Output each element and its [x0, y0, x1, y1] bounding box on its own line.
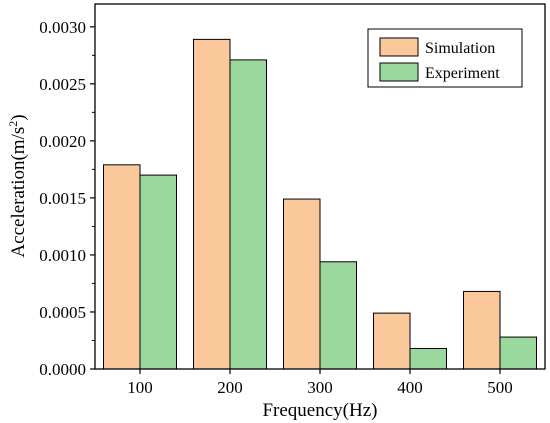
bar-experiment-200	[229, 59, 267, 370]
legend-label-experiment: Experiment	[425, 65, 500, 82]
legend-label-simulation: Simulation	[425, 40, 495, 57]
y-tick-label-1: 0.0005	[39, 303, 86, 322]
y-tick-label-5: 0.0025	[39, 75, 86, 94]
y-axis-title: Acceleration(m/s2)	[6, 114, 29, 257]
bar-experiment-500	[499, 336, 537, 370]
y-axis: 0.0000 0.0005 0.0010 0.0015 0.0020 0.0025 0.00…	[39, 18, 95, 379]
x-axis-title: Frequency(Hz)	[262, 400, 377, 421]
y-axis-title-superscript: 2	[6, 121, 20, 127]
x-axis: 100 200 300 400 500	[127, 369, 513, 397]
x-tick-label-200: 200	[217, 378, 243, 397]
legend-swatch-experiment	[379, 62, 419, 82]
x-tick-label-300: 300	[307, 378, 333, 397]
bar-simulation-500	[463, 290, 501, 370]
bar-simulation-200	[193, 38, 231, 370]
legend: Simulation Experiment	[367, 28, 523, 88]
x-tick-label-100: 100	[127, 378, 153, 397]
y-tick-label-4: 0.0020	[39, 132, 86, 151]
y-axis-title-main: Acceleration(m/s	[8, 127, 29, 258]
legend-swatch-simulation	[379, 37, 419, 57]
y-axis-title-close: )	[8, 114, 29, 120]
y-tick-label-0: 0.0000	[39, 360, 86, 379]
bars-group	[103, 38, 537, 370]
y-tick-label-6: 0.0030	[39, 18, 86, 37]
x-tick-label-500: 500	[487, 378, 513, 397]
bar-experiment-100	[139, 174, 177, 370]
y-tick-label-3: 0.0015	[39, 189, 86, 208]
x-tick-label-400: 400	[397, 378, 423, 397]
bar-simulation-300	[283, 198, 321, 370]
bar-simulation-100	[103, 164, 141, 370]
y-tick-label-2: 0.0010	[39, 246, 86, 265]
bar-simulation-400	[373, 312, 411, 370]
bar-experiment-300	[319, 261, 357, 370]
bar-experiment-400	[409, 347, 447, 370]
